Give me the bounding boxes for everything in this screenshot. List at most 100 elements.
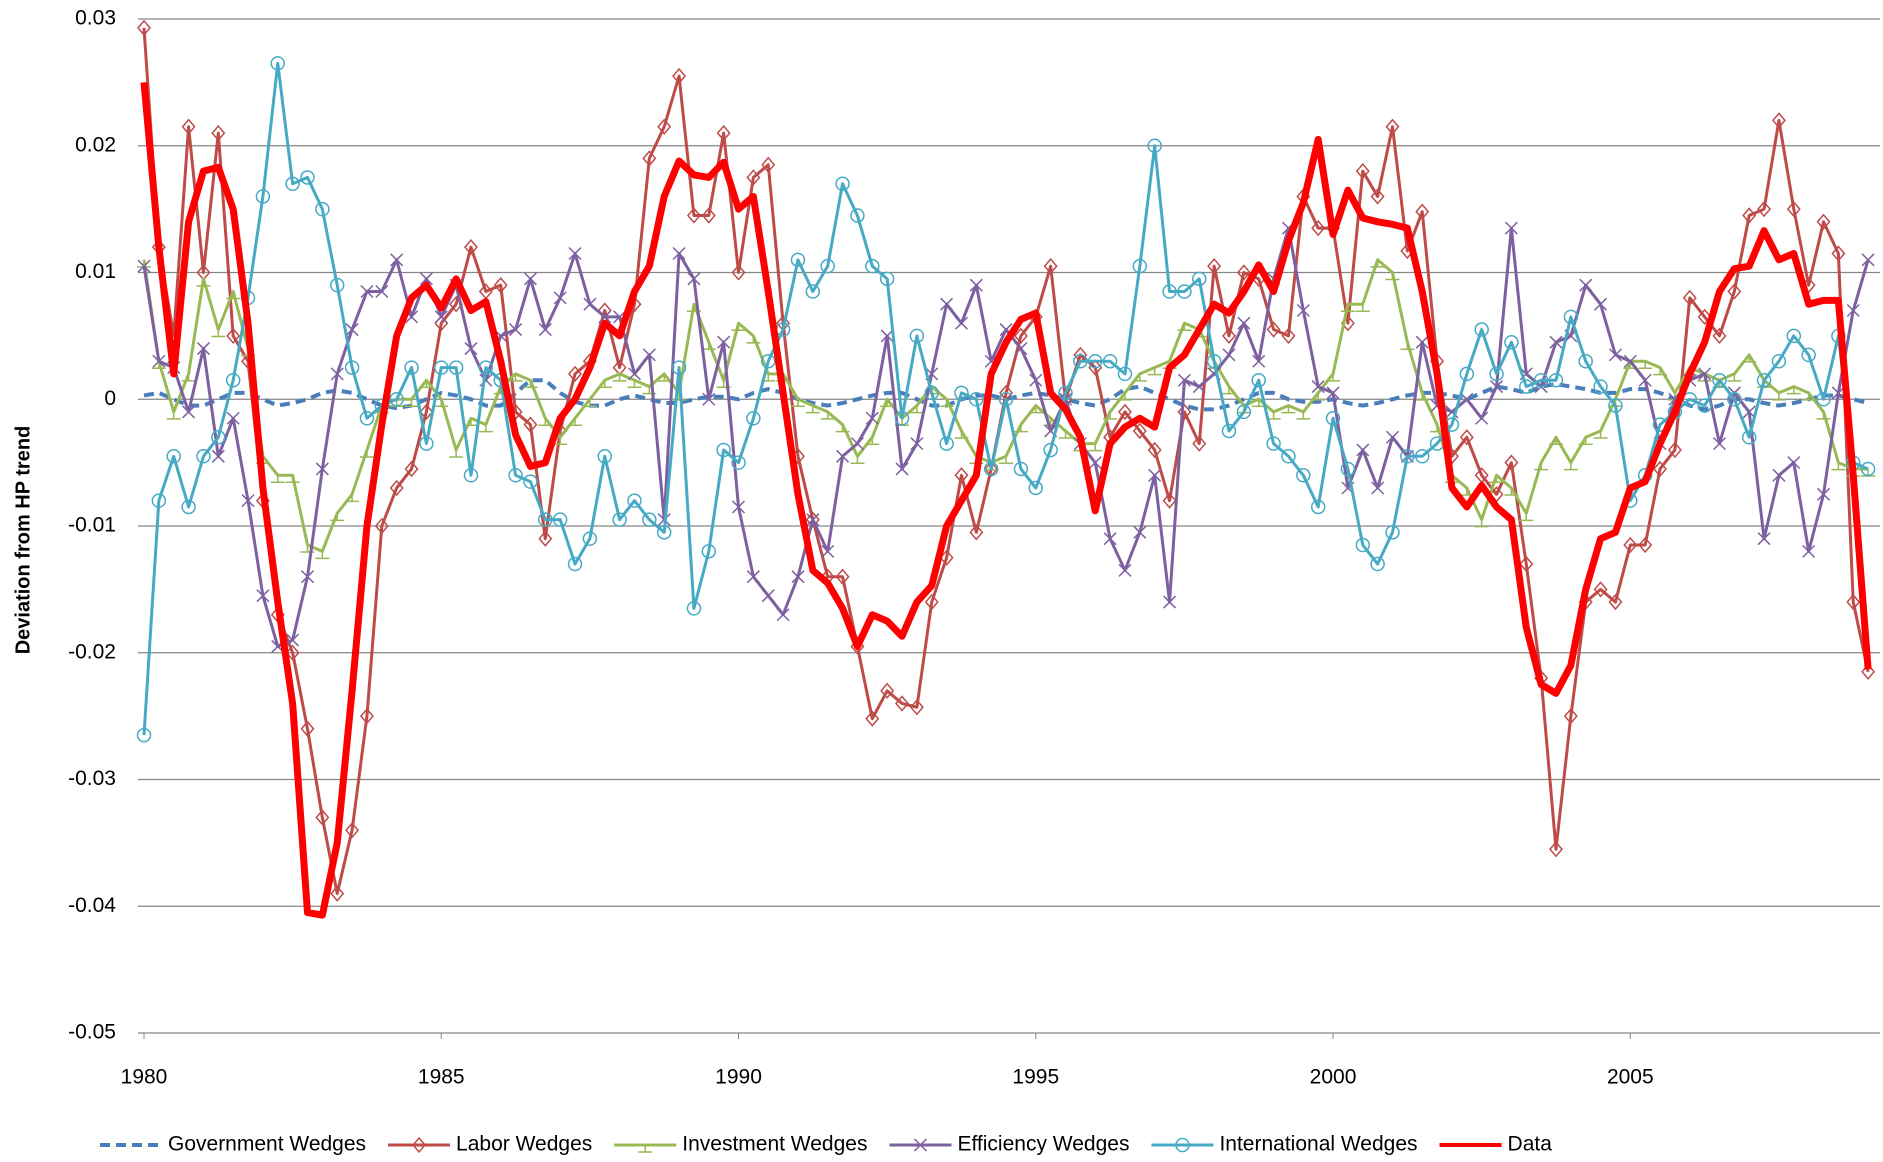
series-line — [140, 82, 1872, 919]
marker — [211, 430, 226, 445]
marker — [1563, 309, 1579, 325]
marker — [1340, 461, 1356, 477]
marker — [1414, 449, 1430, 464]
marker — [463, 468, 479, 483]
marker — [1175, 1137, 1190, 1153]
marker — [1013, 327, 1028, 345]
marker — [1326, 373, 1341, 382]
marker — [1088, 443, 1103, 452]
marker — [1132, 373, 1147, 382]
marker — [553, 291, 567, 305]
legend-label: Investment Wedges — [682, 1133, 867, 1156]
marker — [597, 449, 613, 464]
marker — [1772, 468, 1786, 482]
marker — [137, 19, 151, 37]
marker — [434, 360, 449, 375]
series-line — [142, 226, 1870, 648]
marker — [1816, 392, 1831, 407]
marker — [880, 399, 895, 407]
marker — [1549, 335, 1563, 349]
marker — [404, 460, 419, 478]
marker — [181, 373, 196, 382]
marker — [805, 284, 821, 299]
marker — [196, 278, 211, 287]
marker — [1727, 283, 1742, 300]
marker — [285, 176, 300, 192]
marker — [760, 353, 776, 369]
y-tick-label: 0.01 — [75, 260, 116, 283]
marker — [895, 695, 910, 712]
marker — [1638, 361, 1653, 369]
marker — [865, 258, 880, 274]
marker — [1504, 454, 1519, 471]
legend-item: Investment Wedges — [614, 1133, 867, 1156]
marker — [969, 392, 984, 407]
marker — [731, 323, 746, 331]
marker — [1682, 289, 1697, 307]
marker — [1712, 372, 1727, 388]
marker — [1118, 563, 1132, 577]
marker — [1415, 335, 1429, 349]
marker — [1355, 162, 1370, 180]
marker — [672, 392, 687, 401]
marker — [1162, 284, 1177, 299]
marker — [1504, 221, 1518, 235]
y-tick-label: -0.03 — [68, 767, 116, 790]
marker — [449, 449, 464, 458]
marker — [1013, 461, 1029, 477]
marker — [1846, 303, 1860, 318]
marker — [1608, 593, 1623, 611]
marker — [330, 885, 345, 902]
marker — [1222, 386, 1236, 395]
marker — [286, 633, 300, 647]
marker — [627, 380, 642, 388]
marker — [716, 442, 731, 458]
marker — [1356, 443, 1370, 457]
marker — [806, 513, 820, 527]
marker — [1474, 322, 1489, 337]
marker — [1221, 423, 1237, 439]
series-line — [143, 378, 1869, 412]
marker — [1697, 308, 1712, 326]
marker — [359, 449, 374, 458]
marker — [568, 418, 583, 427]
marker — [1727, 392, 1742, 407]
marker — [1236, 264, 1251, 281]
marker — [1177, 284, 1192, 299]
marker — [895, 462, 909, 476]
marker — [166, 449, 181, 464]
marker — [909, 699, 924, 716]
marker — [910, 437, 924, 451]
marker — [568, 246, 582, 261]
marker — [746, 169, 761, 186]
marker — [330, 367, 344, 381]
marker — [1311, 219, 1326, 237]
marker — [612, 373, 627, 382]
marker — [1206, 353, 1222, 369]
marker — [1608, 348, 1622, 362]
marker — [1801, 347, 1816, 363]
marker — [597, 380, 612, 388]
marker — [850, 437, 864, 451]
marker — [954, 430, 969, 439]
marker — [1519, 513, 1534, 522]
marker — [731, 455, 746, 470]
marker — [1504, 487, 1519, 496]
marker — [434, 399, 449, 407]
marker — [686, 207, 701, 224]
y-tick-label: -0.01 — [68, 514, 116, 537]
marker — [1594, 297, 1608, 311]
marker — [1653, 460, 1668, 478]
marker — [255, 189, 271, 204]
marker — [627, 367, 642, 381]
marker — [1757, 532, 1771, 546]
marker — [285, 475, 300, 484]
marker — [656, 525, 672, 540]
marker — [479, 373, 493, 387]
marker — [1148, 468, 1162, 482]
marker — [1519, 555, 1534, 573]
marker — [270, 475, 285, 484]
marker — [1459, 429, 1474, 446]
marker — [1088, 456, 1102, 470]
marker — [1132, 258, 1148, 274]
